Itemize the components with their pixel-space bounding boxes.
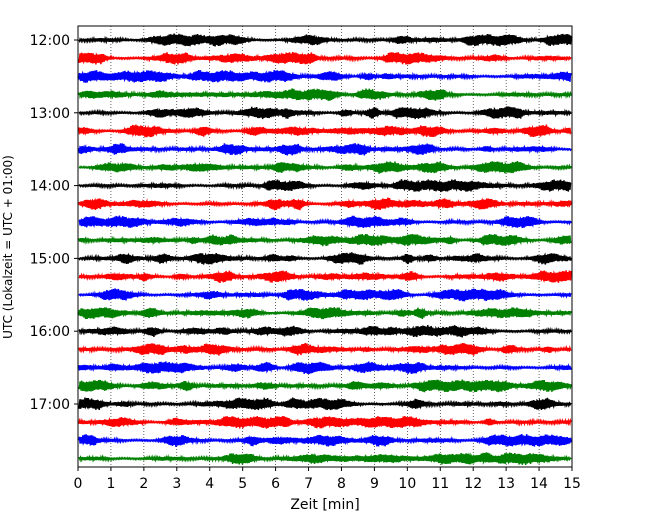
trace-line bbox=[78, 179, 572, 193]
x-tick-label: 2 bbox=[139, 476, 148, 492]
y-tick-label: 12:00 bbox=[30, 33, 70, 49]
trace-line bbox=[78, 233, 572, 247]
x-tick-label: 9 bbox=[370, 476, 379, 492]
y-tick-label: 13:00 bbox=[30, 106, 70, 122]
plot-frame bbox=[77, 25, 573, 468]
x-tick-label: 14 bbox=[530, 476, 548, 492]
trace-line bbox=[78, 397, 572, 411]
trace-line bbox=[78, 270, 572, 283]
x-tick-label: 8 bbox=[337, 476, 346, 492]
x-tick-label: 5 bbox=[238, 476, 247, 492]
trace-line bbox=[78, 88, 572, 101]
y-axis-ticks: 12:00 13:00 14:00 15:00 16:00 17:00 bbox=[30, 33, 78, 413]
trace-line bbox=[78, 33, 572, 47]
trace-line bbox=[78, 415, 572, 429]
trace-line bbox=[78, 379, 572, 393]
trace-line bbox=[78, 361, 572, 375]
x-axis-ticks: 0 1 2 3 4 5 6 7 8 9 10 11 12 13 14 15 bbox=[74, 467, 581, 492]
trace-line bbox=[78, 124, 572, 138]
x-tick-label: 3 bbox=[172, 476, 181, 492]
x-tick-label: 12 bbox=[464, 476, 482, 492]
trace-line bbox=[78, 288, 572, 302]
y-tick-label: 17:00 bbox=[30, 397, 70, 413]
y-axis-label: UTC (Lokalzeit = UTC + 01:00) bbox=[1, 155, 15, 339]
trace-line bbox=[78, 452, 572, 465]
trace-line bbox=[78, 343, 572, 356]
x-tick-label: 1 bbox=[106, 476, 115, 492]
x-tick-label: 6 bbox=[271, 476, 280, 492]
trace-line bbox=[78, 215, 572, 229]
x-axis-label: Zeit [min] bbox=[290, 497, 359, 513]
trace-line bbox=[78, 51, 572, 65]
x-tick-label: 13 bbox=[497, 476, 515, 492]
trace-line bbox=[78, 434, 572, 447]
x-tick-label: 7 bbox=[304, 476, 313, 492]
x-tick-label: 0 bbox=[74, 476, 83, 492]
trace-line bbox=[78, 197, 572, 211]
trace-line bbox=[78, 69, 572, 83]
x-tick-label: 15 bbox=[563, 476, 581, 492]
y-tick-label: 15:00 bbox=[30, 251, 70, 267]
trace-line bbox=[78, 306, 572, 320]
trace-line bbox=[78, 324, 572, 338]
x-tick-label: 10 bbox=[398, 476, 416, 492]
y-tick-label: 16:00 bbox=[30, 324, 70, 340]
trace-line bbox=[78, 143, 572, 156]
seismogram-traces bbox=[78, 33, 572, 465]
x-tick-label: 11 bbox=[431, 476, 449, 492]
trace-line bbox=[78, 106, 572, 120]
y-tick-label: 14:00 bbox=[30, 179, 70, 195]
trace-line bbox=[78, 252, 572, 265]
trace-line bbox=[78, 161, 572, 174]
x-tick-label: 4 bbox=[205, 476, 214, 492]
